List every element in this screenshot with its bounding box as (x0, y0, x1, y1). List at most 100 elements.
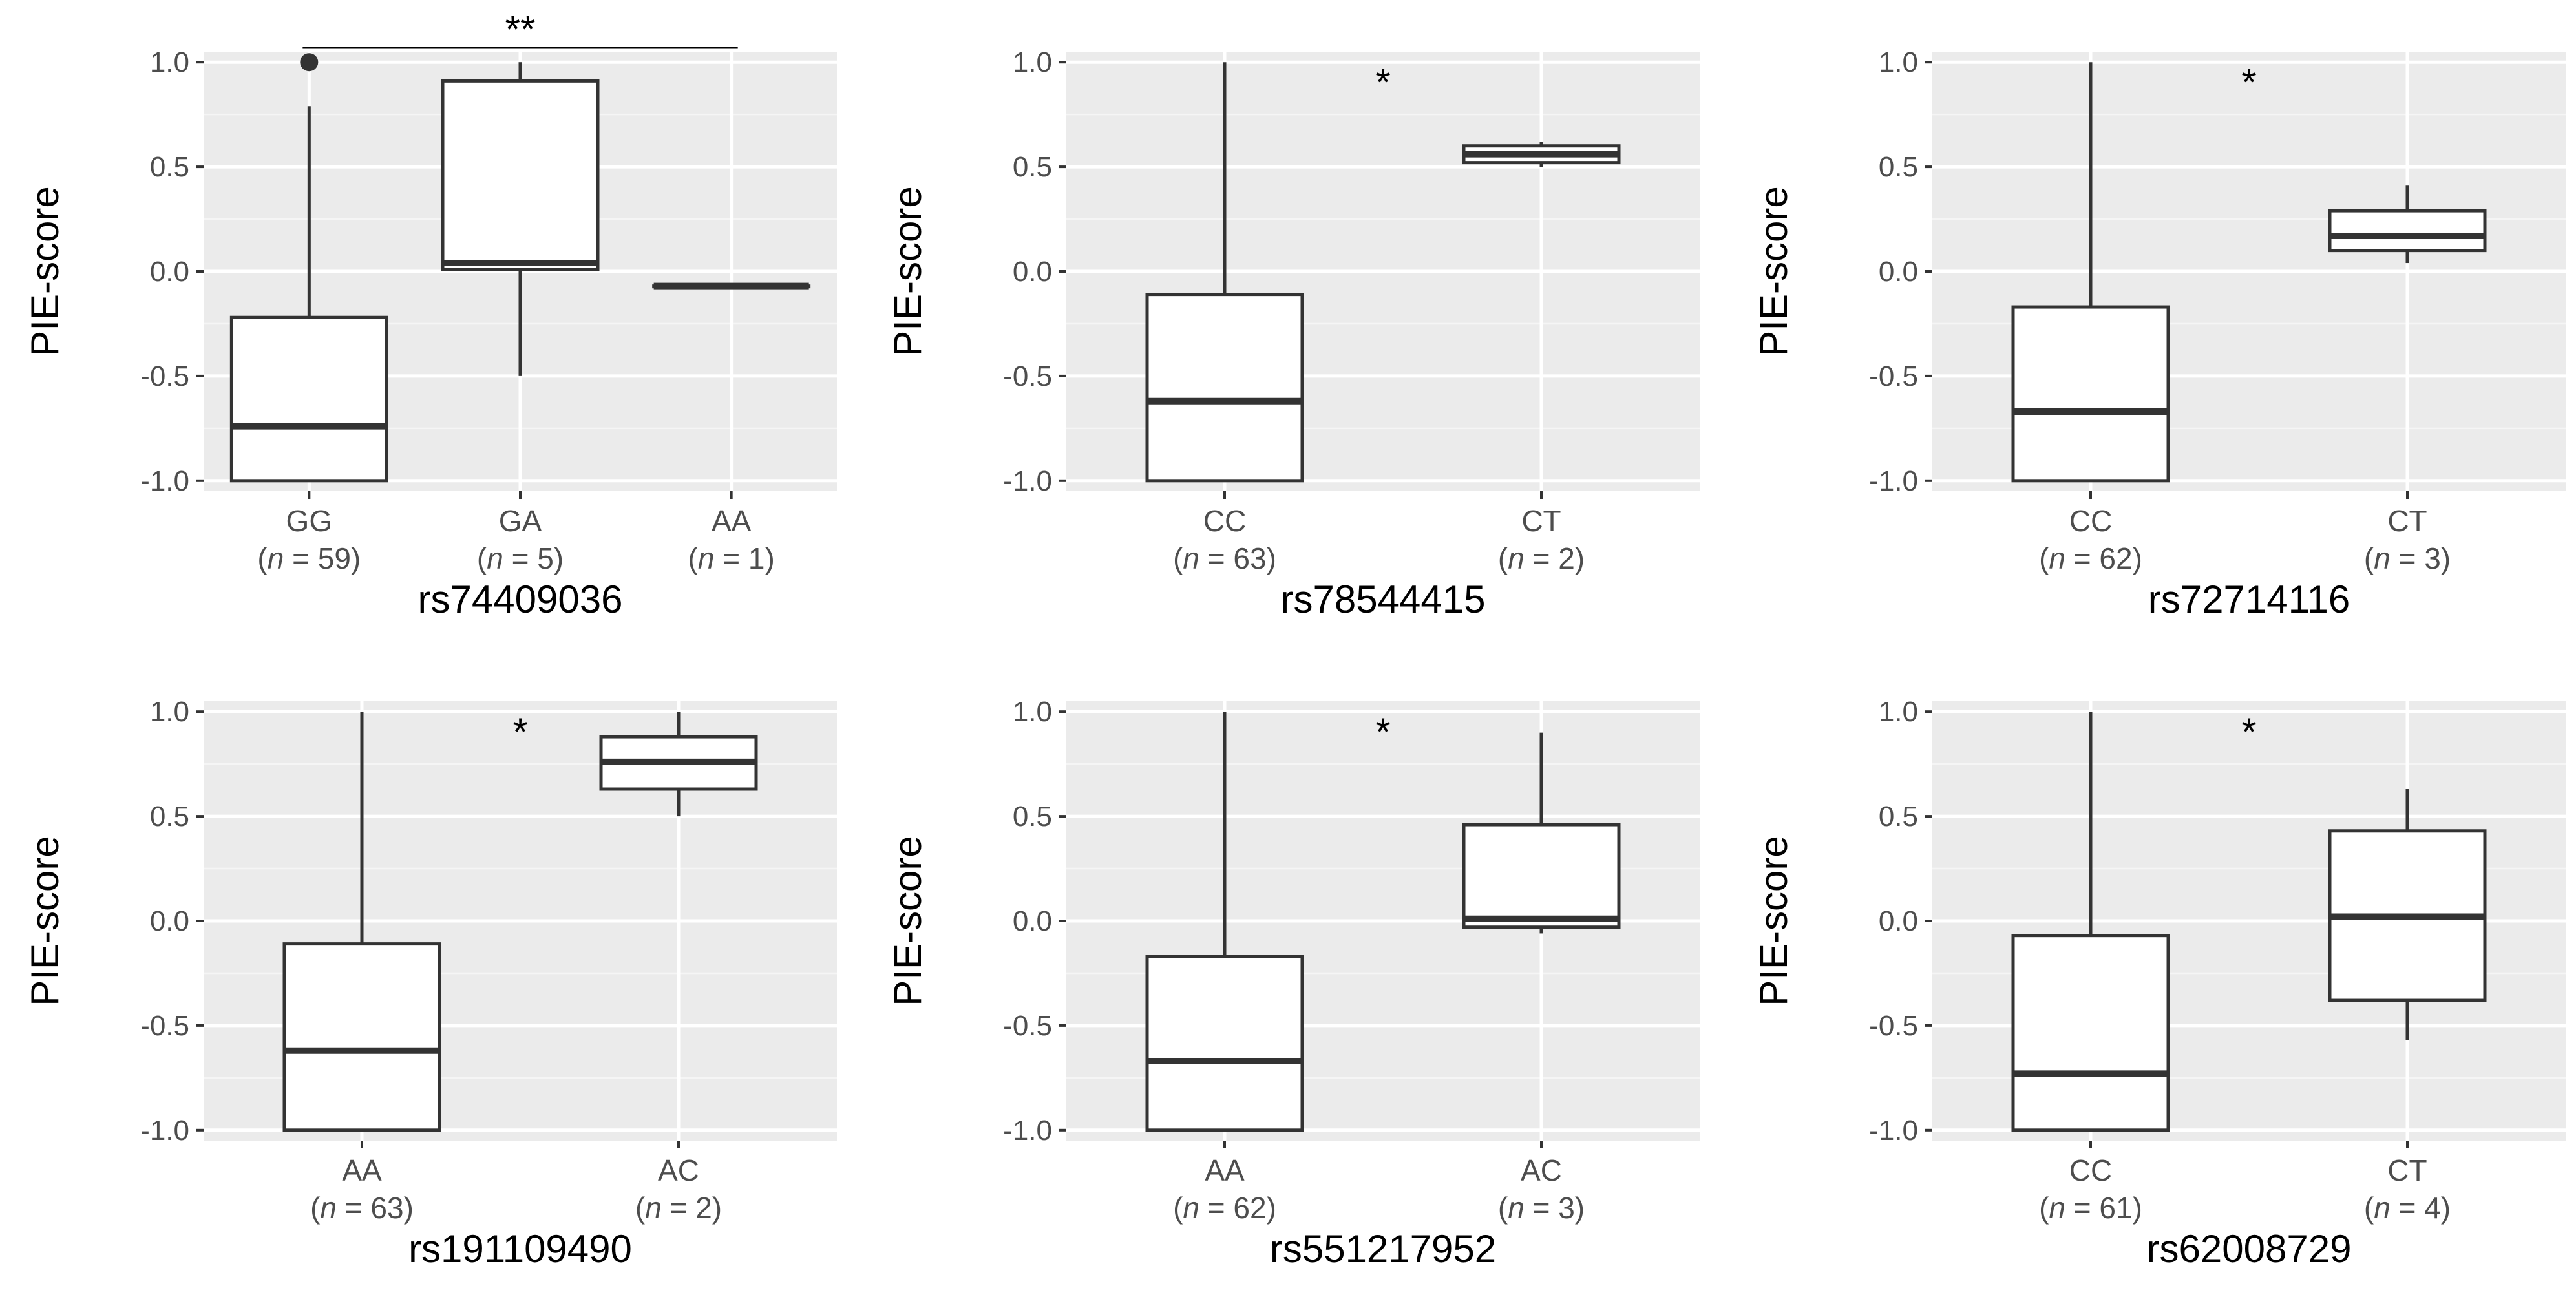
y-tick-label: -1.0 (140, 465, 189, 497)
y-tick-label: 0.5 (150, 801, 189, 832)
y-tick-label: 0.0 (1879, 905, 1918, 937)
x-axis-title: rs74409036 (418, 578, 623, 621)
y-tick-label: -1.0 (1003, 465, 1052, 497)
outlier-point (300, 53, 319, 72)
x-category-label: AA (342, 1154, 382, 1187)
y-tick-label: -1.0 (1003, 1115, 1052, 1146)
y-axis-title: PIE-score (1752, 836, 1795, 1006)
y-tick-label: 0.5 (1879, 801, 1918, 832)
y-tick-label: 0.0 (1013, 256, 1052, 288)
y-tick-label: -0.5 (1003, 361, 1052, 392)
y-axis-title: PIE-score (23, 186, 67, 356)
y-axis-title: PIE-score (23, 836, 67, 1006)
x-category-label: AC (1521, 1154, 1562, 1187)
y-tick-label: -0.5 (1003, 1010, 1052, 1042)
x-sample-size-label: (n = 61) (2039, 1191, 2142, 1225)
y-tick-label: 1.0 (1013, 47, 1052, 78)
box-AA (282, 712, 441, 1132)
y-tick-label: 0.5 (1013, 801, 1052, 832)
x-category-label: CC (2069, 1154, 2112, 1187)
x-category-label: CC (1203, 504, 1246, 538)
y-axis-title: PIE-score (1752, 186, 1795, 356)
x-sample-size-label: (n = 62) (2039, 542, 2142, 575)
x-axis-title: rs191109490 (408, 1227, 632, 1271)
box-iqr (229, 315, 388, 483)
significance-label: * (1375, 61, 1390, 104)
box-iqr (282, 942, 441, 1132)
y-axis-title: PIE-score (886, 186, 929, 356)
y-tick-label: -1.0 (140, 1115, 189, 1146)
y-tick-label: 0.5 (1013, 151, 1052, 183)
x-sample-size-label: (n = 3) (2364, 542, 2451, 575)
y-tick-label: -1.0 (1869, 465, 1918, 497)
x-sample-size-label: (n = 1) (688, 542, 775, 575)
x-sample-size-label: (n = 3) (1498, 1191, 1585, 1225)
y-tick-label: 1.0 (150, 696, 189, 728)
chart-panel-2: -1.0 -0.5 0.0 0.5 1.0 CC (n = 63) CT (n = 2) rs78… (886, 47, 1700, 621)
box-iqr (2011, 934, 2170, 1132)
y-tick-label: 0.0 (1013, 905, 1052, 937)
box-AC (1462, 732, 1621, 934)
chart-panel-5: -1.0 -0.5 0.0 0.5 1.0 AA (n = 62) AC (n = 3)rs55… (886, 696, 1700, 1271)
y-tick-label: -0.5 (140, 1010, 189, 1042)
x-category-label: GG (286, 504, 333, 538)
x-sample-size-label: (n = 59) (257, 542, 361, 575)
y-tick-label: -0.5 (1869, 1010, 1918, 1042)
y-tick-label: -1.0 (1869, 1115, 1918, 1146)
significance-label: * (512, 710, 527, 754)
box-CT (2328, 789, 2487, 1040)
box-iqr (441, 79, 600, 271)
box-CC (2011, 62, 2170, 483)
x-axis-title: rs72714116 (2148, 578, 2350, 621)
box-CC (1145, 62, 1304, 483)
significance-label: * (2241, 710, 2256, 754)
y-tick-label: -0.5 (1869, 361, 1918, 392)
x-category-label: GA (499, 504, 542, 538)
x-sample-size-label: (n = 2) (635, 1191, 722, 1225)
x-axis-title: rs62008729 (2147, 1227, 2352, 1271)
y-tick-label: 1.0 (1879, 696, 1918, 728)
significance-label: * (2241, 61, 2256, 104)
box-iqr (1145, 293, 1304, 483)
y-tick-label: -0.5 (140, 361, 189, 392)
x-category-label: CC (2069, 504, 2112, 538)
x-category-label: CT (2387, 504, 2427, 538)
box-AA (1145, 712, 1304, 1132)
chart-panel-1: -1.0 -0.5 0.0 0.5 1.0 GG (n = 59) GA (n = 5) AA (n… (23, 8, 837, 621)
significance-label: ** (505, 8, 536, 51)
box-AC (599, 712, 758, 817)
y-tick-label: 1.0 (1013, 696, 1052, 728)
y-tick-label: 0.5 (150, 151, 189, 183)
box-iqr (2328, 209, 2487, 253)
box-AA (652, 282, 811, 290)
x-sample-size-label: (n = 63) (310, 1191, 414, 1225)
y-axis-title: PIE-score (886, 836, 929, 1006)
x-sample-size-label: (n = 63) (1173, 542, 1276, 575)
y-tick-label: 0.0 (1879, 256, 1918, 288)
box-CT (1462, 142, 1621, 167)
chart-panel-3: -1.0 -0.5 0.0 0.5 1.0 CC (n = 62) CT (n = 3) rs72… (1752, 47, 2566, 621)
box-GG (229, 53, 388, 483)
chart-panel-6: -1.0 -0.5 0.0 0.5 1.0 CC (n = 61) CT (n = 4) rs62… (1752, 696, 2566, 1271)
y-tick-label: 0.5 (1879, 151, 1918, 183)
significance-label: * (1375, 710, 1390, 754)
x-sample-size-label: (n = 4) (2364, 1191, 2451, 1225)
x-sample-size-label: (n = 2) (1498, 542, 1585, 575)
box-iqr (1462, 823, 1621, 929)
box-CT (2328, 185, 2487, 264)
y-tick-label: 0.0 (150, 256, 189, 288)
y-tick-label: 1.0 (150, 47, 189, 78)
box-GA (441, 62, 600, 376)
x-category-label: AA (712, 504, 752, 538)
x-category-label: CT (2387, 1154, 2427, 1187)
x-sample-size-label: (n = 62) (1173, 1191, 1276, 1225)
x-category-label: CT (1521, 504, 1561, 538)
box-iqr (2011, 305, 2170, 483)
box-iqr (1145, 955, 1304, 1132)
x-category-label: AC (658, 1154, 699, 1187)
x-sample-size-label: (n = 5) (477, 542, 564, 575)
x-axis-title: rs78544415 (1281, 578, 1486, 621)
box-CC (2011, 712, 2170, 1132)
y-tick-label: 1.0 (1879, 47, 1918, 78)
